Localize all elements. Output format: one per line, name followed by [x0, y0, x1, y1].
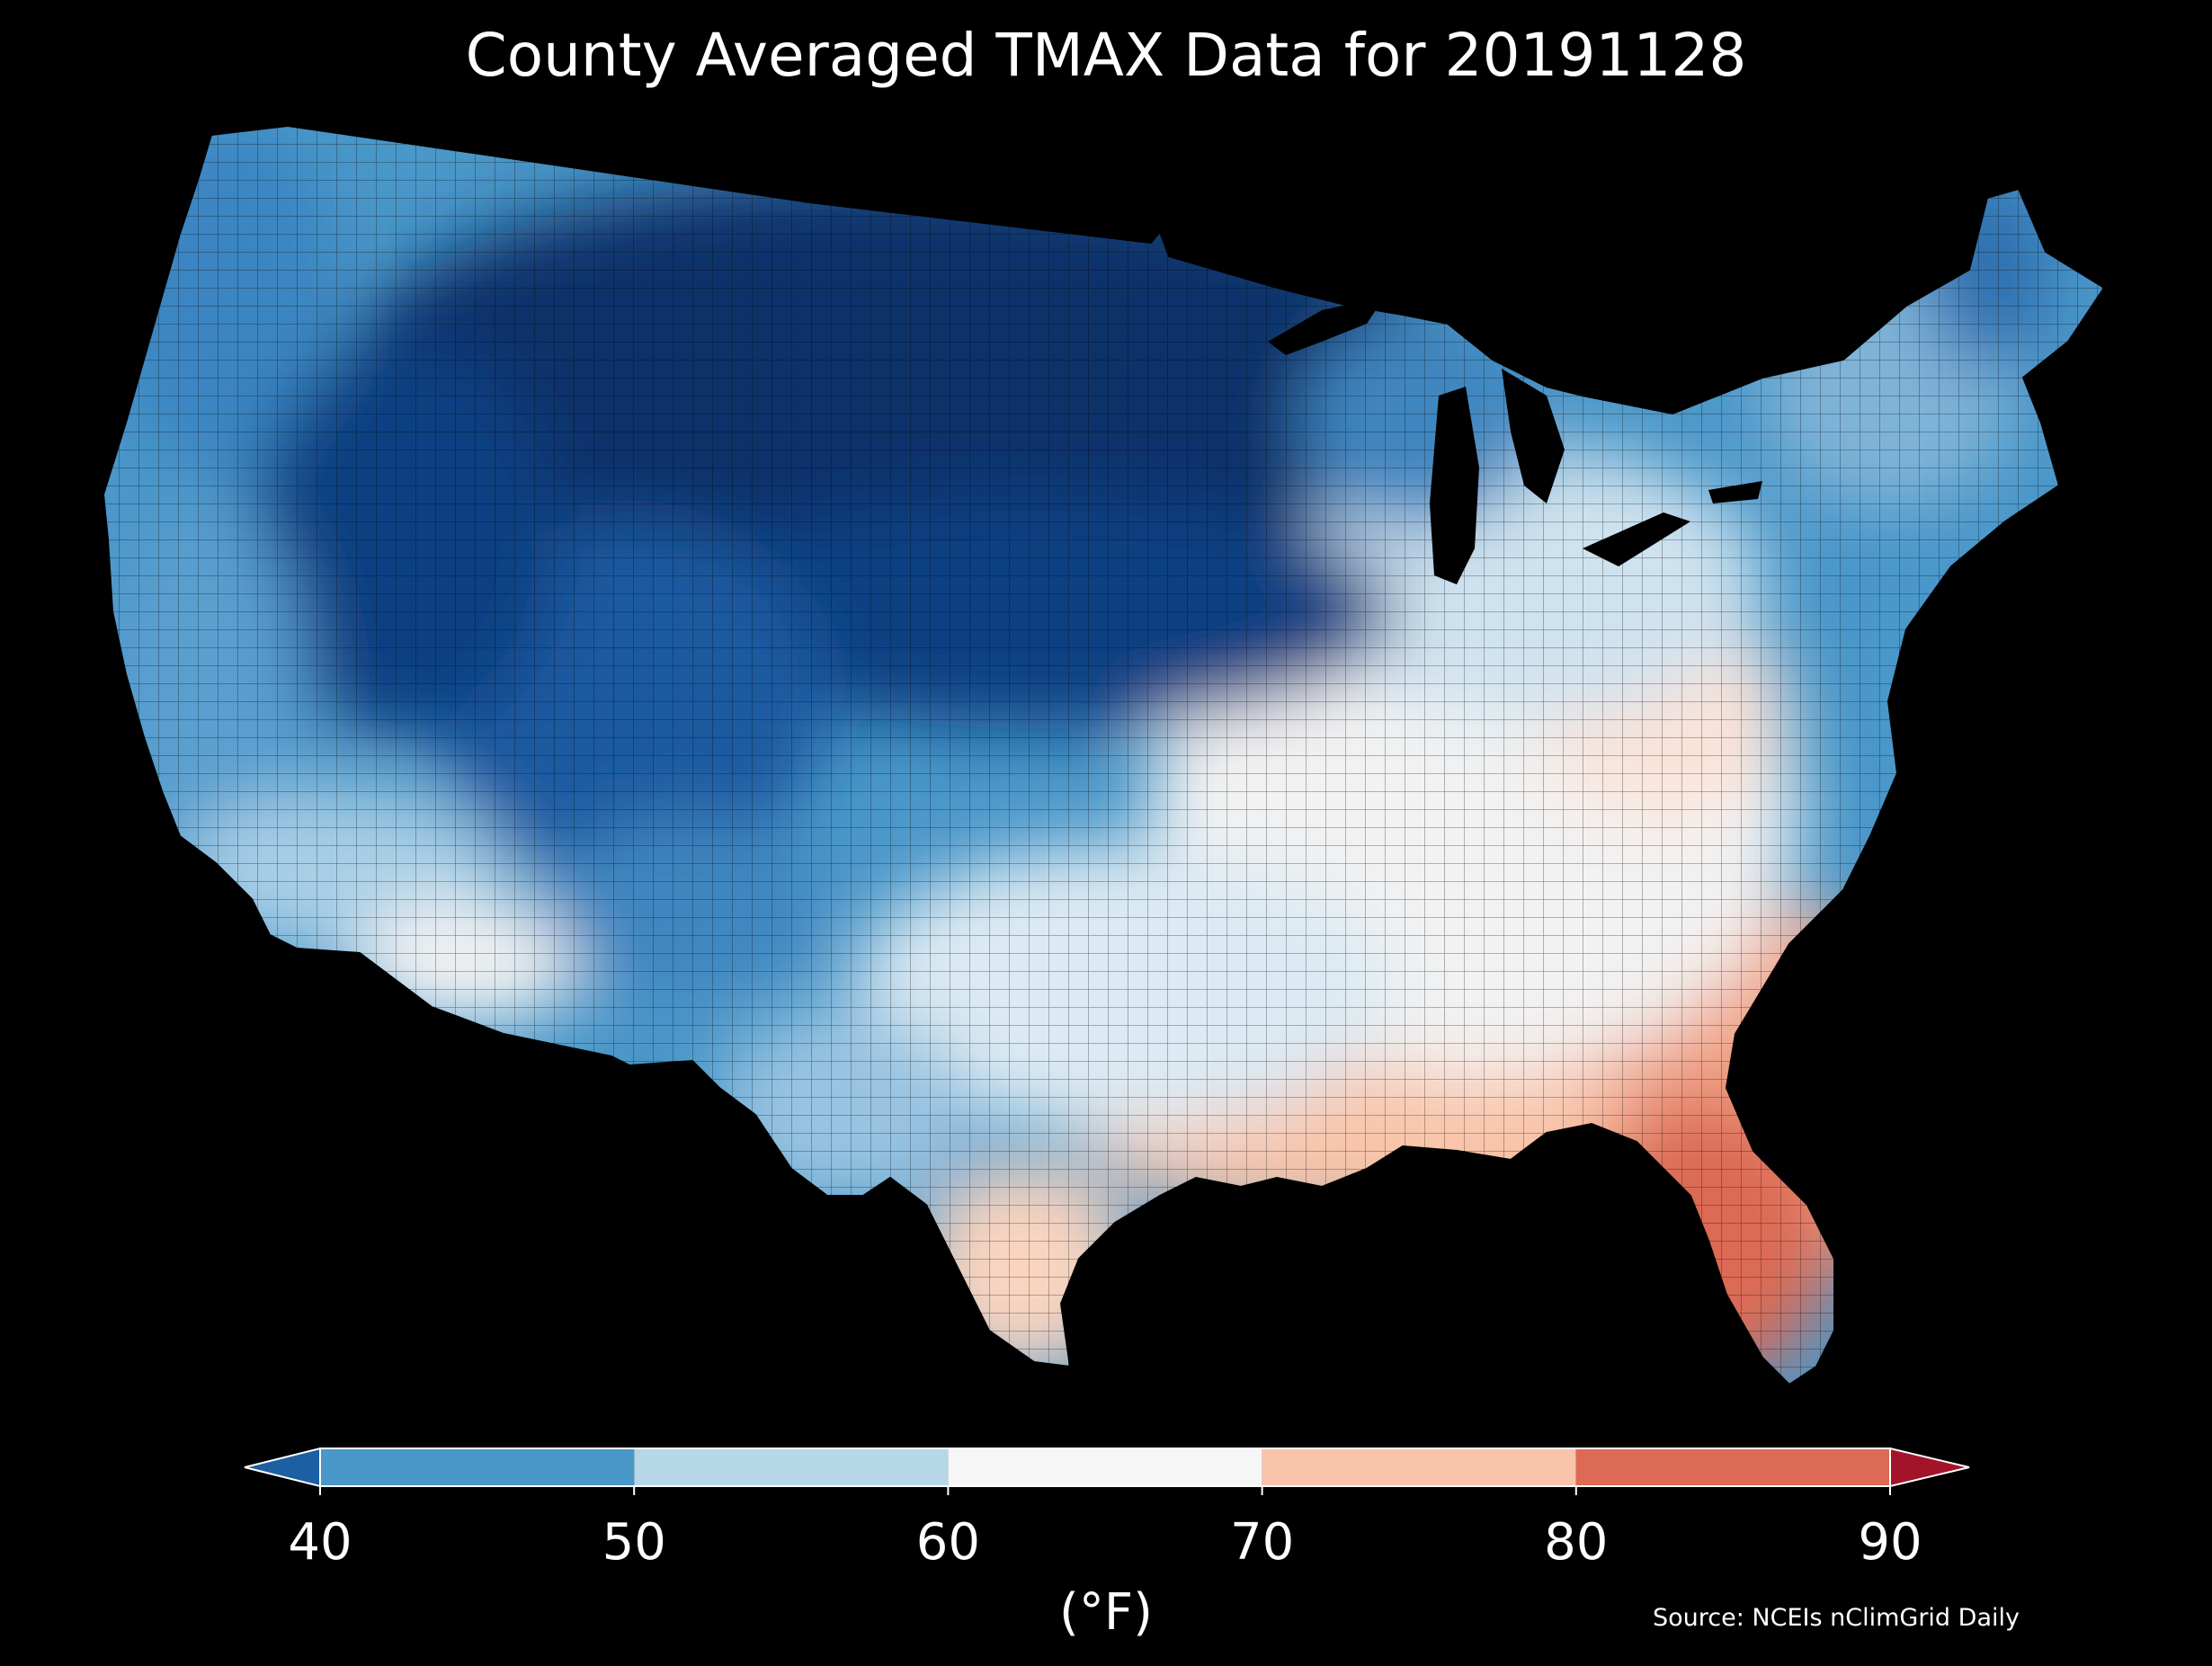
lake-michigan — [1430, 387, 1479, 584]
map-title: County Averaged TMAX Data for 20191128 — [465, 21, 1747, 90]
lake-ontario — [1708, 481, 1762, 503]
lake-huron — [1502, 369, 1565, 503]
lake-superior — [1268, 297, 1385, 355]
great-lakes — [1268, 297, 1762, 584]
lake-erie — [1583, 512, 1690, 566]
source-note: Source: NCEIs nClimGrid Daily — [1653, 1604, 2020, 1632]
